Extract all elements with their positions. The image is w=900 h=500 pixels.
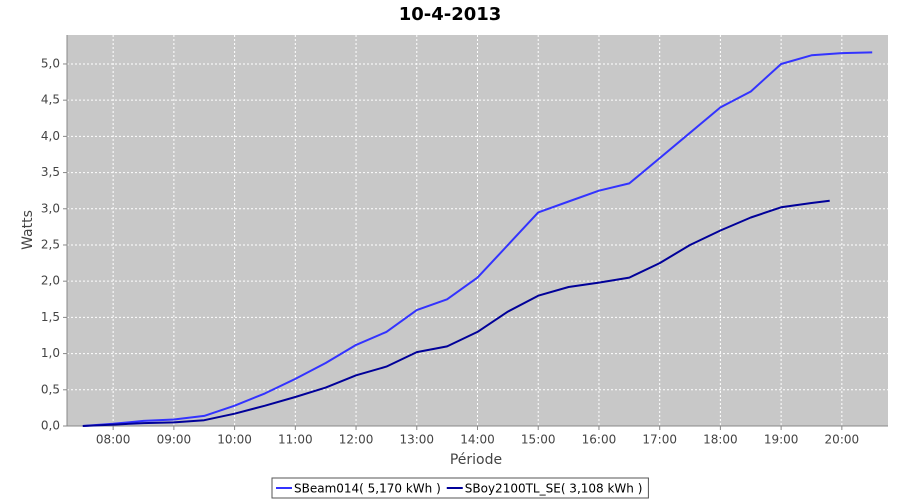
x-tick-label: 11:00 (278, 433, 313, 447)
x-tick-label: 13:00 (399, 433, 434, 447)
series-line (82, 199, 830, 427)
y-tick-label: 4,5 (41, 93, 60, 107)
x-axis-label: Période (450, 452, 502, 468)
y-tick-label: 1,5 (41, 310, 60, 324)
y-tick-label: 2,0 (41, 274, 60, 288)
x-tick-label: 14:00 (460, 433, 495, 447)
y-tick-label: 5,0 (41, 56, 60, 70)
x-tick-label: 15:00 (521, 433, 556, 447)
x-tick-label: 19:00 (764, 433, 799, 447)
y-axis-label: Watts (20, 210, 36, 250)
x-tick-label: 10:00 (217, 433, 252, 447)
y-tick-label: 2,5 (41, 237, 60, 251)
x-tick-label: 12:00 (339, 433, 374, 447)
chart-title: 10-4-2013 (399, 4, 502, 25)
y-tick-label: 1,0 (41, 346, 60, 360)
legend-label: SBeam014( 5,170 kWh ) (294, 482, 441, 496)
x-tick-label: 17:00 (642, 433, 677, 447)
y-tick-label: 0,0 (41, 419, 60, 433)
x-tick-label: 20:00 (825, 433, 860, 447)
y-tick-label: 4,0 (41, 129, 60, 143)
legend: SBeam014( 5,170 kWh ) SBoy2100TL_SE( 3,10… (271, 477, 649, 499)
x-tick-label: 09:00 (157, 433, 192, 447)
legend-label: SBoy2100TL_SE( 3,108 kWh ) (465, 482, 643, 496)
x-tick-label: 08:00 (96, 433, 131, 447)
lines (82, 51, 873, 427)
x-tick-label: 18:00 (703, 433, 738, 447)
y-tick-label: 3,0 (41, 201, 60, 215)
series-line (82, 51, 873, 427)
y-tick-label: 3,5 (41, 165, 60, 179)
y-tick-label: 0,5 (41, 382, 60, 396)
x-tick-label: 16:00 (582, 433, 617, 447)
grid: 0,0 0,5 1,0 1,5 2,0 2,5 3,0 3,5 4,0 4,5 5,0 08:00 09… (41, 35, 888, 447)
